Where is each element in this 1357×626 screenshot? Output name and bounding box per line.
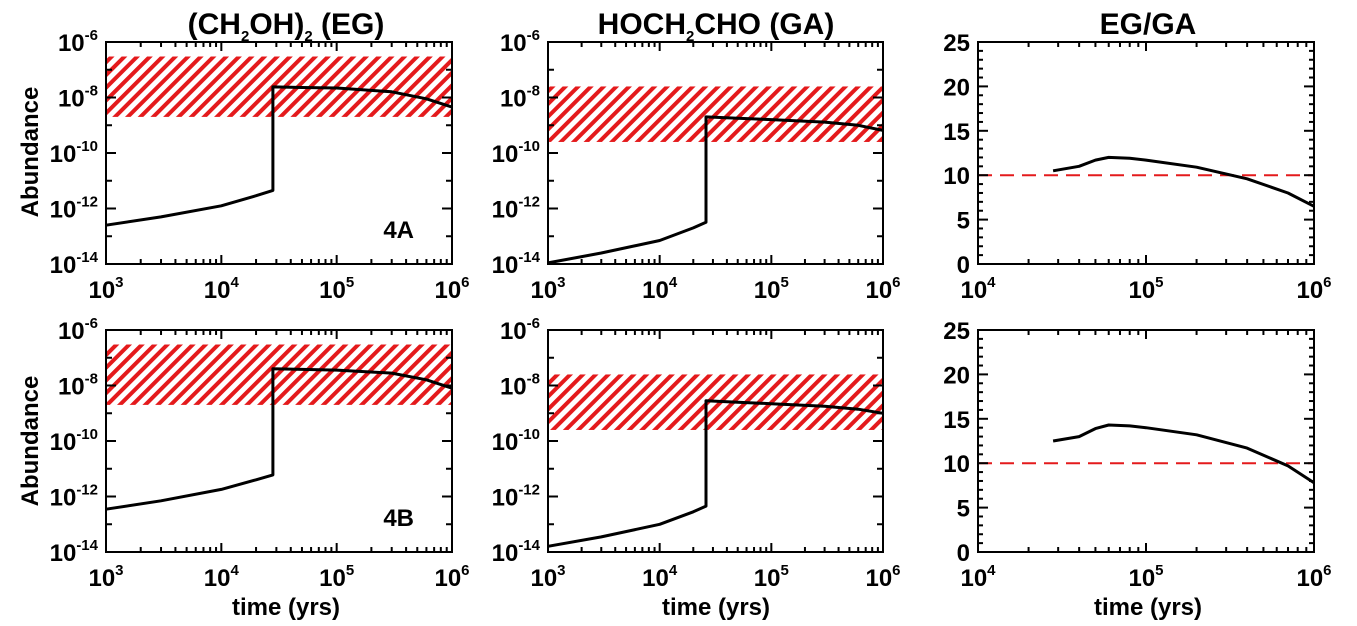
y-tick-label: 10-10 [50,138,98,168]
title-eg: (CH2OH)2 (EG) [188,8,385,45]
y-tick-label: 0 [957,252,970,279]
x-tick-label: 103 [88,274,123,304]
y-tick-label: 10-8 [58,83,98,113]
panel-eg-4b: 103 104 105 106 10-14 10-12 10-10 10-8 10-6 4B [50,315,470,592]
y-tick-label: 10-6 [58,27,98,57]
y-tick-label: 10-6 [500,27,540,57]
y-tick-label: 10-10 [50,426,98,456]
x-tick-label: 104 [642,274,678,304]
y-tick-label: 0 [957,540,970,567]
x-tick-label: 106 [434,274,469,304]
y-tick-label: 15 [943,407,970,434]
panel-ga-4b: 103 104 105 106 10-14 10-12 10-10 10-8 10-6 [492,315,901,592]
xlabel-col1: time (yrs) [232,594,340,621]
y-tick-label: 10-12 [50,194,98,224]
y-tick-label: 10-8 [58,371,98,401]
y-tick-label: 10-12 [50,482,98,512]
x-tick-label: 105 [319,274,354,304]
observed-range-band [548,86,883,142]
x-tick-label: 104 [960,562,996,592]
y-tick-label: 25 [943,30,970,57]
y-tick-label: 10-14 [492,537,541,567]
x-tick-label: 105 [1128,562,1163,592]
series-line [105,85,453,227]
series-line [1052,423,1315,484]
panel-ratio-4a: 104 105 106 0 5 10 15 20 25 [943,30,1331,304]
plot-frame [547,329,884,553]
x-tick-label: 105 [319,562,354,592]
x-tick-label: 103 [88,562,123,592]
panel-annotation: 4B [383,505,414,532]
y-tick-label: 10 [943,163,970,190]
x-tick-label: 103 [530,562,565,592]
y-tick-label: 20 [943,362,970,389]
y-tick-label: 10-8 [500,371,540,401]
plot-frame [547,41,884,265]
plot-frame [977,329,1315,553]
y-tick-label: 10-6 [58,315,98,345]
xlabel-col2: time (yrs) [662,594,770,621]
y-tick-label: 10-12 [492,482,540,512]
y-tick-label: 20 [943,74,970,101]
x-tick-label: 106 [865,274,900,304]
y-tick-label: 10-8 [500,83,540,113]
series-line [105,367,453,511]
x-tick-label: 104 [960,274,996,304]
plot-frame [977,41,1315,265]
x-tick-label: 105 [1128,274,1163,304]
panel-ga-4a: 103 104 105 106 10-14 10-12 10-10 10-8 10-6 [492,27,901,304]
x-tick-label: 106 [1296,274,1331,304]
y-tick-label: 10-14 [50,537,99,567]
x-tick-label: 103 [530,274,565,304]
title-ratio: EG/GA [1100,8,1197,41]
series-line [1052,155,1315,208]
ylabel-row1: Abundance [17,87,44,218]
ylabel-row2: Abundance [17,376,44,507]
y-tick-label: 10-14 [492,249,541,279]
title-ga: HOCH2CHO (GA) [598,8,835,45]
y-tick-label: 10-10 [492,426,540,456]
x-tick-label: 106 [1296,562,1331,592]
x-tick-label: 104 [642,562,678,592]
x-tick-label: 105 [754,274,789,304]
series-line [547,399,884,548]
y-tick-label: 10 [943,451,970,478]
x-tick-label: 106 [865,562,900,592]
y-tick-label: 10-12 [492,194,540,224]
y-tick-label: 5 [957,208,970,235]
y-tick-label: 10-14 [50,249,99,279]
panel-eg-4a: 103 104 105 106 10-14 10-12 10-10 10-8 10-6 4A [50,27,470,304]
series-line [547,115,884,265]
x-tick-label: 104 [204,562,240,592]
x-tick-label: 105 [754,562,789,592]
panel-annotation: 4A [383,217,414,244]
y-tick-label: 10-6 [500,315,540,345]
panel-ratio-4b: 104 105 106 0 5 10 15 20 25 [943,318,1331,592]
xlabel-col3: time (yrs) [1094,594,1202,621]
y-tick-label: 15 [943,119,970,146]
y-tick-label: 5 [957,496,970,523]
y-tick-label: 25 [943,318,970,345]
x-tick-label: 104 [204,274,240,304]
x-tick-label: 106 [434,562,469,592]
y-tick-label: 10-10 [492,138,540,168]
